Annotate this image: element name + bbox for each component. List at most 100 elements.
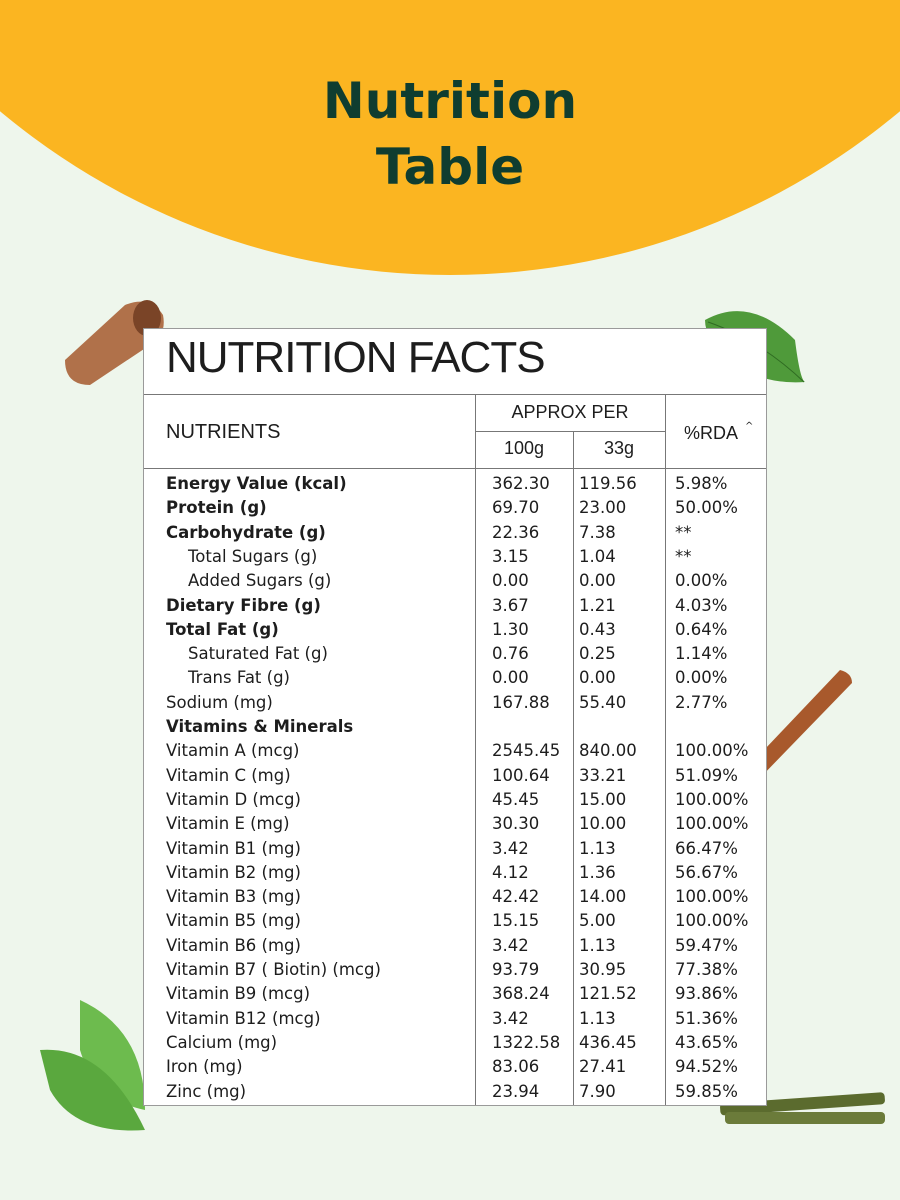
value-rda: 51.09% (675, 765, 738, 785)
value-33g: 1.13 (579, 1008, 616, 1028)
value-100g: 93.79 (492, 960, 540, 979)
value-rda: 100.00% (675, 789, 749, 809)
value-rda: 4.03% (675, 595, 728, 615)
nutrient-name: Zinc (mg) (166, 1081, 247, 1101)
nutrient-name: Trans Fat (g) (188, 668, 290, 688)
value-33g: 1.13 (579, 838, 616, 858)
value-100g: 30.30 (492, 814, 540, 834)
nutrient-name: Vitamin B12 (mcg) (166, 1008, 321, 1028)
value-33g: 0.43 (579, 619, 616, 639)
nutrient-name: Iron (mg) (166, 1057, 243, 1077)
value-rda: 56.67% (675, 862, 738, 882)
value-rda: 2.77% (675, 692, 728, 712)
value-100g: 83.06 (492, 1057, 540, 1077)
value-rda: 1.14% (675, 644, 728, 664)
value-100g: 22.36 (492, 522, 540, 542)
page-title: Nutrition Table (322, 72, 578, 196)
cinnamon-roll-decoration (65, 300, 164, 385)
column-header: %RDA (684, 423, 739, 443)
value-rda: 0.64% (675, 619, 728, 639)
value-100g: 23.94 (492, 1081, 540, 1101)
nutrient-name: Carbohydrate (g) (166, 522, 326, 542)
column-header: 100g (503, 438, 545, 458)
nutrient-name: Saturated Fat (g) (188, 644, 328, 664)
rule (144, 468, 766, 469)
value-100g: 2545.45 (492, 741, 561, 761)
nutrient-name: Added Sugars (g) (188, 571, 332, 591)
value-rda: 0.00% (675, 571, 728, 591)
nutrient-name: Dietary Fibre (g) (166, 595, 321, 615)
value-33g: 5.00 (579, 911, 616, 931)
column-rule (475, 394, 476, 1105)
column-note: ^ (745, 421, 754, 432)
value-33g: 436.45 (579, 1032, 637, 1052)
rule (475, 431, 665, 432)
nutrient-name: Vitamins & Minerals (166, 717, 354, 736)
value-100g: 3.42 (492, 838, 529, 858)
value-33g: 1.04 (579, 546, 616, 566)
value-rda: 43.65% (675, 1032, 738, 1052)
nutrient-name: Vitamin B5 (mg) (166, 911, 301, 931)
value-33g: 1.36 (579, 862, 616, 882)
column-rule (665, 394, 666, 1105)
value-33g: 10.00 (579, 814, 627, 834)
nutrient-name: Vitamin B1 (mg) (166, 838, 301, 858)
value-rda: 100.00% (675, 741, 749, 761)
value-rda: 100.00% (675, 911, 749, 931)
value-100g: 3.42 (492, 935, 529, 955)
value-rda: 93.86% (675, 984, 738, 1004)
value-100g: 45.45 (492, 789, 540, 809)
column-header: APPROX PER (511, 402, 629, 422)
value-100g: 362.30 (492, 474, 550, 493)
nutrient-name: Vitamin E (mg) (166, 814, 290, 834)
nutrient-name: Vitamin C (mg) (166, 765, 291, 785)
value-100g: 3.67 (492, 595, 529, 615)
value-rda: 59.47% (675, 935, 738, 955)
value-100g: 100.64 (492, 765, 550, 785)
cinnamon-stick-decoration (745, 670, 852, 780)
value-rda: 100.00% (675, 814, 749, 834)
value-33g: 55.40 (579, 692, 627, 712)
nutrient-name: Vitamin B3 (mg) (166, 887, 301, 907)
value-33g: 1.21 (579, 595, 616, 615)
mint-leaves-decoration (40, 1000, 145, 1131)
value-rda: 94.52% (675, 1057, 738, 1077)
value-100g: 69.70 (492, 498, 540, 518)
nutrient-name: Total Sugars (g) (188, 546, 318, 566)
rule (144, 394, 766, 395)
value-100g: 0.00 (492, 571, 529, 591)
column-rule (573, 431, 574, 1105)
nutrient-name: Vitamin B2 (mg) (166, 862, 301, 882)
value-rda: 51.36% (675, 1008, 738, 1028)
value-33g: 119.56 (579, 474, 637, 493)
nutrient-name: Vitamin B9 (mcg) (166, 984, 311, 1004)
value-rda: 100.00% (675, 887, 749, 907)
herb-stick-decoration (720, 1092, 885, 1124)
value-33g: 23.00 (579, 498, 627, 518)
value-33g: 15.00 (579, 789, 627, 809)
value-100g: 42.42 (492, 887, 540, 907)
value-100g: 1322.58 (492, 1032, 561, 1052)
value-rda: 50.00% (675, 498, 738, 518)
nutrient-name: Vitamin A (mcg) (166, 741, 300, 761)
value-rda: 66.47% (675, 838, 738, 858)
nutrient-name: Vitamin D (mcg) (166, 789, 301, 809)
value-100g: 15.15 (492, 911, 540, 931)
value-100g: 0.00 (492, 668, 529, 688)
value-100g: 4.12 (492, 862, 529, 882)
column-header: 33g (603, 438, 635, 458)
value-33g: 0.00 (579, 571, 616, 591)
value-33g: 14.00 (579, 887, 627, 907)
value-100g: 1.30 (492, 619, 529, 639)
value-33g: 0.00 (579, 668, 616, 688)
value-33g: 7.38 (579, 522, 616, 542)
nutrient-name: Vitamin B6 (mg) (166, 935, 301, 955)
value-100g: 3.15 (492, 546, 529, 566)
value-rda: ** (675, 522, 692, 542)
value-33g: 1.13 (579, 935, 616, 955)
value-rda: 59.85% (675, 1081, 738, 1101)
value-rda: 5.98% (675, 474, 728, 493)
nutrient-name: Vitamin B7 ( Biotin) (mcg) (166, 960, 381, 979)
value-33g: 0.25 (579, 644, 616, 664)
